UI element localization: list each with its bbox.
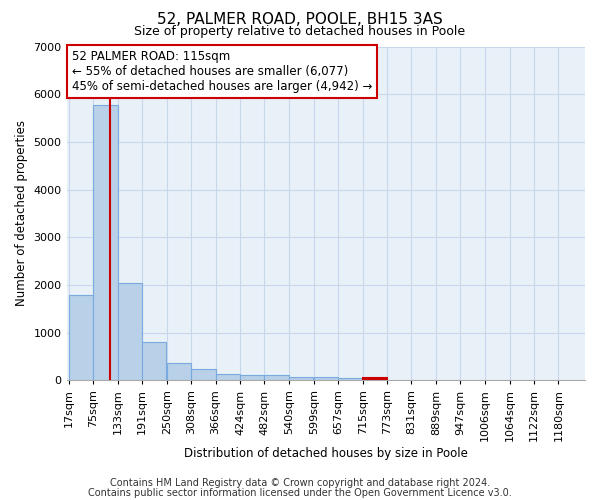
- Bar: [265, 375, 289, 380]
- Bar: [191, 370, 215, 380]
- Text: Size of property relative to detached houses in Poole: Size of property relative to detached ho…: [134, 25, 466, 38]
- Bar: [289, 376, 313, 380]
- Bar: [68, 294, 93, 380]
- Bar: [93, 104, 118, 380]
- Bar: [362, 378, 387, 380]
- Bar: [118, 282, 142, 380]
- Bar: [240, 374, 265, 380]
- Text: Contains public sector information licensed under the Open Government Licence v3: Contains public sector information licen…: [88, 488, 512, 498]
- Bar: [338, 378, 362, 380]
- Bar: [215, 374, 240, 380]
- Bar: [167, 363, 191, 380]
- Bar: [142, 342, 166, 380]
- Text: 52 PALMER ROAD: 115sqm
← 55% of detached houses are smaller (6,077)
45% of semi-: 52 PALMER ROAD: 115sqm ← 55% of detached…: [72, 50, 372, 93]
- Y-axis label: Number of detached properties: Number of detached properties: [15, 120, 28, 306]
- Text: Contains HM Land Registry data © Crown copyright and database right 2024.: Contains HM Land Registry data © Crown c…: [110, 478, 490, 488]
- Text: 52, PALMER ROAD, POOLE, BH15 3AS: 52, PALMER ROAD, POOLE, BH15 3AS: [157, 12, 443, 28]
- X-axis label: Distribution of detached houses by size in Poole: Distribution of detached houses by size …: [184, 447, 468, 460]
- Bar: [314, 377, 338, 380]
